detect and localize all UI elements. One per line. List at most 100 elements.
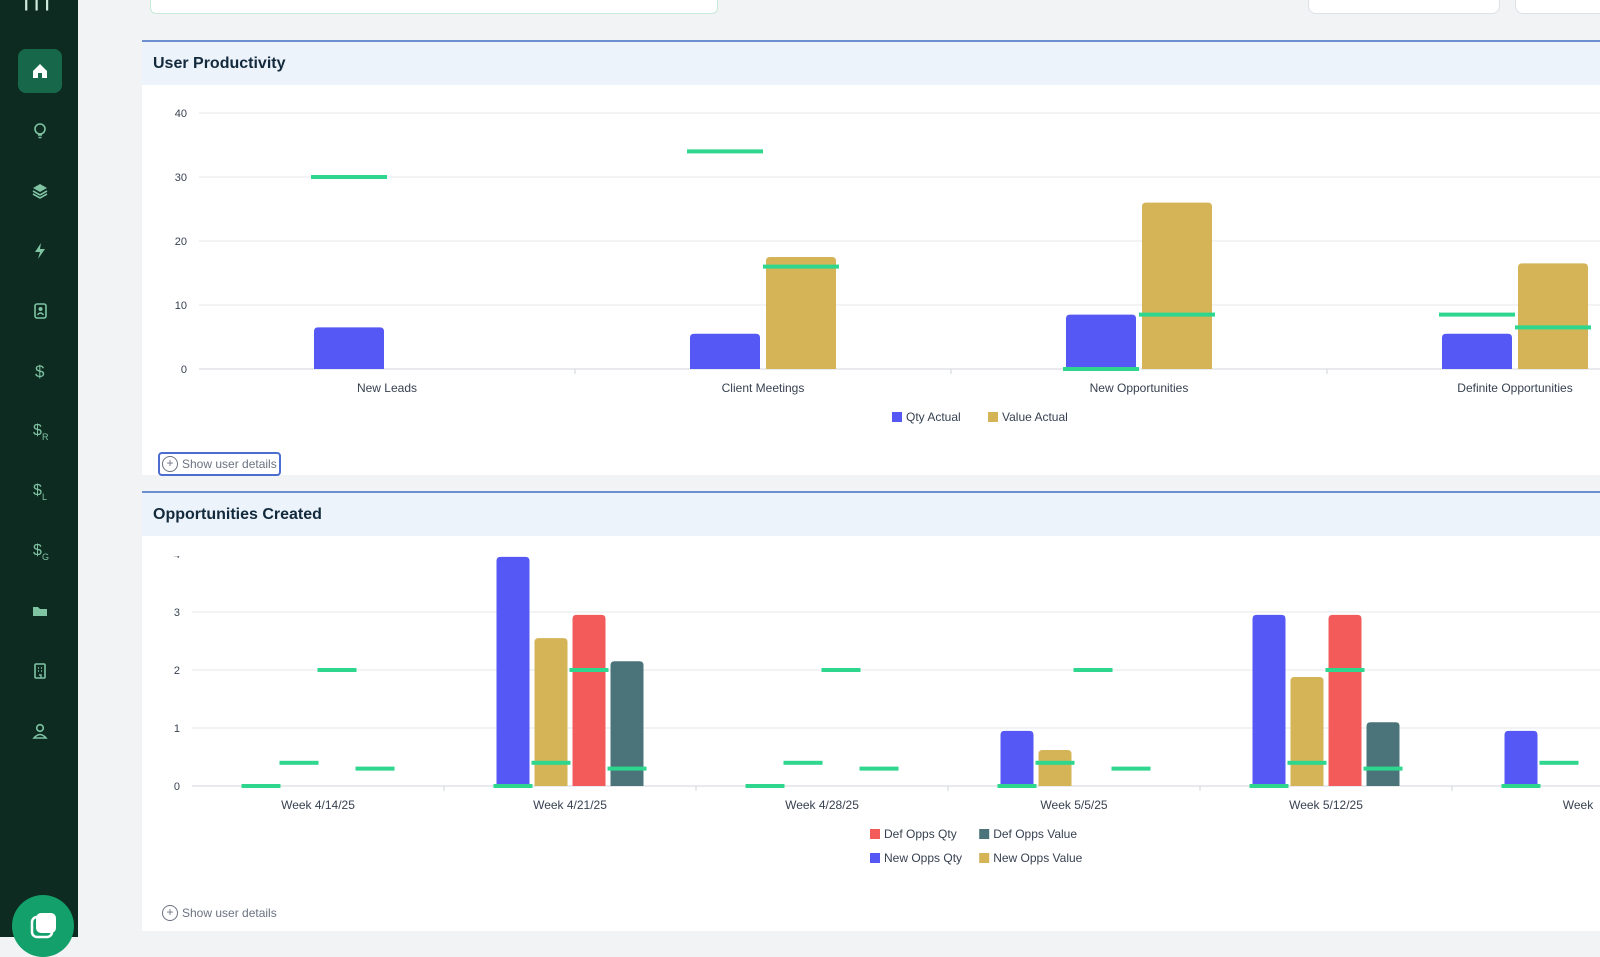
target-marker	[687, 149, 763, 154]
panel-header: Opportunities Created	[142, 491, 1600, 536]
legend-swatch	[892, 412, 902, 422]
sidebar-item-dollar-g[interactable]: $ G	[18, 529, 62, 573]
target-marker	[1515, 325, 1591, 330]
sidebar-item-building[interactable]	[18, 649, 62, 693]
target-marker	[1035, 760, 1075, 765]
legend-label: Qty Actual	[906, 410, 961, 424]
show-user-details-label: Show user details	[182, 906, 277, 920]
user-productivity-chart: 0 10 20 30 40 New Leads Client Meetings New Opp…	[175, 108, 1600, 424]
sidebar-item-home[interactable]	[18, 49, 62, 93]
show-user-details-button[interactable]: + Show user details	[158, 452, 281, 476]
bar-value-actual	[1142, 202, 1212, 369]
target-marker	[1073, 668, 1113, 672]
show-user-details-button[interactable]: + Show user details	[160, 903, 279, 923]
opportunities-created-panel: Opportunities Created 0 1 2 3 4 Week 4/14/25 W…	[142, 491, 1600, 931]
sidebar-item-dollar-l[interactable]: $ L	[18, 469, 62, 513]
target-marker	[1249, 784, 1289, 788]
bar-new-opps-value	[1290, 676, 1324, 786]
sidebar-item-lightbulb[interactable]	[18, 109, 62, 153]
target-marker	[763, 264, 839, 269]
svg-text:$: $	[33, 542, 42, 559]
sidebar-item-lightning[interactable]	[18, 229, 62, 273]
legend-swatch	[988, 412, 998, 422]
sidebar-item-folder[interactable]	[18, 589, 62, 633]
bar-new-opps-qty	[1000, 730, 1034, 786]
x-tick-label: New Leads	[357, 381, 417, 395]
legend-swatch	[979, 829, 990, 839]
bar-def-opps-value	[610, 661, 644, 786]
target-marker	[859, 766, 899, 771]
x-tick-label: Week	[1563, 798, 1594, 812]
legend-label: New Opps Value	[993, 851, 1082, 865]
x-tick-label: Week 5/12/25	[1289, 798, 1363, 812]
app-logo[interactable]: ┃┃┃	[22, 0, 54, 10]
x-tick-label: Client Meetings	[722, 381, 805, 395]
x-tick-label: Definite Opportunities	[1457, 381, 1572, 395]
target-marker	[1325, 668, 1365, 672]
y-tick-label: 4	[174, 556, 180, 561]
bar-new-opps-value	[534, 638, 568, 786]
sidebar-item-dollar[interactable]: $	[18, 349, 62, 393]
bar-qty-actual	[1442, 333, 1512, 369]
bar-new-opps-qty	[1252, 614, 1286, 786]
opportunities-created-chart: 0 1 2 3 4 Week 4/14/25 Week 4/21/25 Week 4/28/2…	[174, 556, 1600, 865]
plus-circle-icon: +	[162, 905, 178, 921]
y-tick-label: 2	[174, 665, 180, 677]
date-filter-button[interactable]	[1308, 0, 1500, 14]
y-tick-label: 1	[174, 723, 180, 735]
y-tick-label: 10	[175, 300, 187, 312]
bar-value-actual	[766, 257, 836, 369]
user-icon	[32, 723, 48, 739]
show-user-details-label: Show user details	[182, 457, 277, 471]
panel-header: User Productivity	[142, 40, 1600, 85]
legend-label: New Opps Qty	[884, 851, 962, 865]
y-tick-label: 0	[174, 781, 180, 793]
target-marker	[1287, 760, 1327, 765]
target-marker	[311, 175, 387, 179]
x-tick-label: Week 4/28/25	[785, 798, 859, 812]
y-tick-label: 20	[175, 236, 187, 248]
legend-swatch	[870, 853, 880, 863]
view-filter-button[interactable]	[1515, 0, 1600, 14]
dollar-g-icon: $ G	[33, 542, 49, 561]
folder-icon	[33, 607, 47, 616]
bar-new-opps-qty	[496, 556, 530, 786]
target-marker	[317, 668, 357, 672]
x-tick-label: Week 4/14/25	[281, 798, 355, 812]
plus-circle-icon: +	[162, 456, 178, 472]
target-marker	[821, 668, 861, 672]
y-tick-label: 30	[175, 172, 187, 184]
legend-label: Def Opps Qty	[884, 827, 957, 841]
bar-new-opps-qty	[1504, 730, 1538, 786]
sidebar-item-contact-book[interactable]	[18, 289, 62, 333]
target-marker	[997, 784, 1037, 788]
bar-value-actual	[1518, 263, 1588, 369]
x-tick-label: Week 4/21/25	[533, 798, 607, 812]
svg-text:G: G	[42, 552, 49, 561]
target-marker	[493, 784, 533, 788]
lightning-icon	[35, 243, 45, 259]
legend-label: Def Opps Value	[993, 827, 1077, 841]
dollar-icon: $	[35, 362, 45, 381]
svg-text:L: L	[42, 492, 47, 501]
target-marker	[1063, 367, 1139, 371]
sidebar: ┃┃┃ $ $ R $ L $ G	[0, 0, 78, 957]
sidebar-item-layers[interactable]	[18, 169, 62, 213]
sidebar-item-user[interactable]	[18, 709, 62, 753]
bar-new-opps-value	[1038, 750, 1072, 786]
svg-text:$: $	[33, 482, 42, 499]
svg-text:R: R	[42, 432, 49, 441]
chat-button[interactable]	[12, 895, 74, 957]
legend-label: Value Actual	[1002, 410, 1068, 424]
building-icon	[34, 663, 46, 679]
target-marker	[1439, 312, 1515, 317]
target-marker	[569, 668, 609, 672]
panel-title: Opportunities Created	[153, 506, 322, 523]
x-tick-label: Week 5/5/25	[1040, 798, 1107, 812]
dollar-r-icon: $ R	[33, 422, 49, 441]
legend-swatch	[870, 829, 880, 839]
target-marker	[1139, 312, 1215, 317]
target-marker	[1111, 766, 1151, 771]
sidebar-item-dollar-r[interactable]: $ R	[18, 409, 62, 453]
search-input[interactable]	[150, 0, 718, 14]
